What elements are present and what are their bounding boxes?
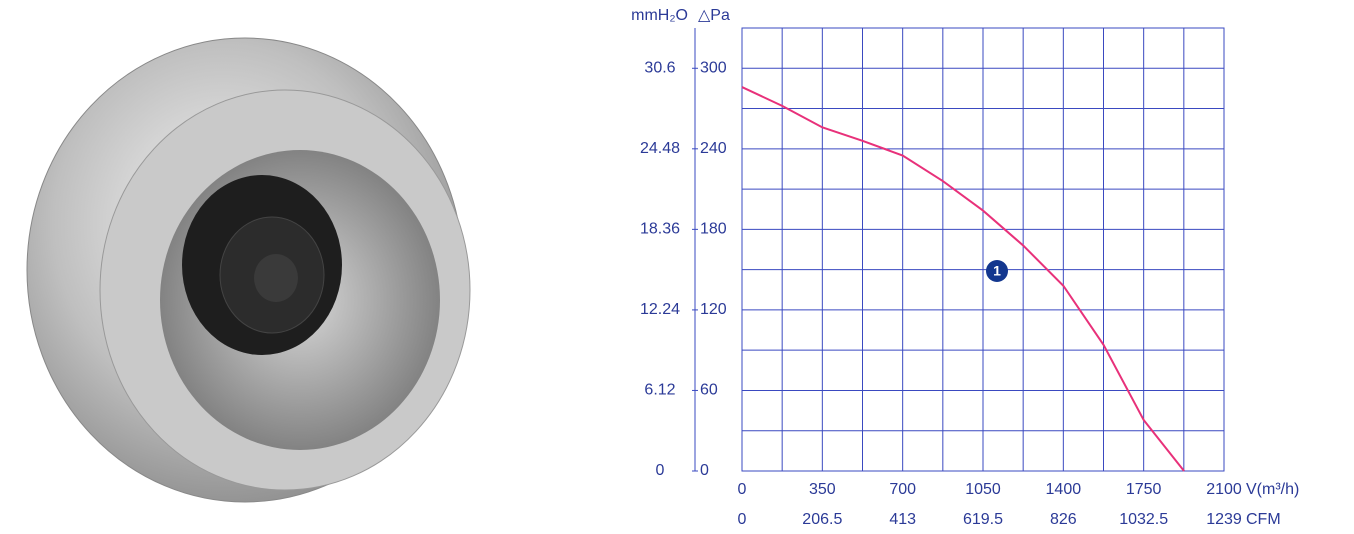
x2-tick-label: 619.5	[963, 511, 1003, 528]
x-tick-label: 2100	[1206, 481, 1242, 498]
x-tick-label: 700	[889, 481, 916, 498]
y2-axis-label: mmH₂O	[631, 7, 688, 24]
series-label: 1	[993, 263, 1001, 279]
y-axis-label: △Pa	[698, 7, 730, 24]
y2-tick-label: 24.48	[640, 140, 680, 157]
y-tick-label: 0	[700, 462, 709, 479]
x-tick-label: 1050	[965, 481, 1001, 498]
x2-tick-label: 1239	[1206, 511, 1242, 528]
x2-tick-label: 206.5	[802, 511, 842, 528]
x2-tick-label: 0	[738, 511, 747, 528]
data-line	[741, 86, 1185, 472]
x2-tick-label: 1032.5	[1119, 511, 1168, 528]
y2-tick-label: 6.12	[644, 382, 675, 399]
x2-axis-label: CFM	[1246, 511, 1281, 528]
x-tick-label: 1750	[1126, 481, 1162, 498]
x-tick-label: 0	[738, 481, 747, 498]
x-axis-label: V(m³/h)	[1246, 481, 1299, 498]
y2-tick-label: 12.24	[640, 301, 680, 318]
x-tick-label: 1400	[1046, 481, 1082, 498]
y-tick-label: 180	[700, 221, 727, 238]
x-tick-label: 350	[809, 481, 836, 498]
y-tick-label: 120	[700, 301, 727, 318]
y2-tick-label: 0	[656, 462, 665, 479]
y2-tick-label: 30.6	[644, 59, 675, 76]
y-tick-label: 240	[700, 140, 727, 157]
y2-tick-label: 18.36	[640, 221, 680, 238]
chart: mmH₂O △Pa 0 60 120 180 240 300 0 6.12 12.24 18.36…	[631, 7, 1299, 528]
y-tick-label: 60	[700, 382, 718, 399]
x2-tick-label: 413	[889, 511, 916, 528]
x2-tick-label: 826	[1050, 511, 1077, 528]
y-tick-label: 300	[700, 59, 727, 76]
series-badge	[986, 259, 1009, 282]
fan-photo	[26, 37, 471, 503]
